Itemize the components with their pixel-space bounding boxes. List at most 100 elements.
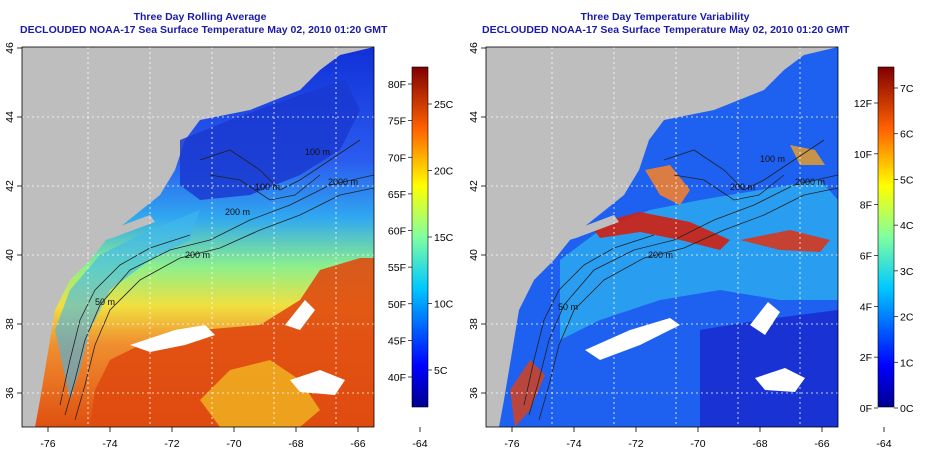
colorbar-f-label: 2F bbox=[860, 352, 872, 364]
y-tick-label: 46 bbox=[4, 42, 16, 54]
left-cloud-patch-2 bbox=[285, 300, 315, 330]
colorbar-c-label: 0C bbox=[900, 403, 914, 415]
colorbar-f-label: 80F bbox=[388, 79, 406, 91]
right-y-axis: 36 38 40 42 44 46 bbox=[468, 42, 486, 399]
colorbar-c-label: 5C bbox=[900, 174, 914, 186]
right-cloud-patch-2 bbox=[750, 302, 780, 335]
left-contour-label-100: 100 m bbox=[255, 182, 280, 192]
x-tick-label: -68 bbox=[752, 438, 767, 450]
right-title-line2: DECLOUDED NOAA-17 Sea Surface Temperatur… bbox=[482, 24, 850, 36]
right-hot-streak-3 bbox=[740, 230, 830, 252]
colorbar-f-label: 50F bbox=[388, 299, 406, 311]
left-cloud-patch bbox=[130, 325, 215, 352]
colorbar-c-label: 3C bbox=[900, 266, 914, 278]
colorbar-f-label: 70F bbox=[388, 152, 406, 164]
y-tick-label: 44 bbox=[468, 111, 480, 123]
y-tick-label: 40 bbox=[4, 249, 16, 261]
left-contour-label-50: 50 m bbox=[95, 297, 115, 307]
x-tick-label: -72 bbox=[628, 438, 643, 450]
left-graticule bbox=[22, 47, 374, 427]
colorbar-f-label: 65F bbox=[388, 189, 406, 201]
x-tick-label: -66 bbox=[350, 438, 365, 450]
y-tick-label: 40 bbox=[468, 249, 480, 261]
x-tick-label: -70 bbox=[690, 438, 705, 450]
left-contour-label-200a: 200 m bbox=[185, 250, 210, 260]
colorbar-f-label: 6F bbox=[860, 251, 872, 263]
colorbar-c-label: 15C bbox=[434, 232, 454, 244]
colorbar-f-label: 55F bbox=[388, 262, 406, 274]
left-gulf-of-maine bbox=[180, 80, 360, 200]
y-tick-label: 36 bbox=[4, 387, 16, 399]
left-warm-core bbox=[200, 360, 320, 427]
right-contour-label-200b: 200 m bbox=[730, 182, 755, 192]
colorbar-c-label: 2C bbox=[900, 312, 914, 324]
left-panel-title: Three Day Rolling Average DECLOUDED NOAA… bbox=[20, 11, 388, 37]
colorbar-c-label: 5C bbox=[434, 365, 448, 377]
x-tick-label: -72 bbox=[164, 438, 179, 450]
colorbar-f-label: 10F bbox=[854, 149, 872, 161]
colorbar-c-label: 25C bbox=[434, 99, 454, 111]
right-hot-streak-2 bbox=[645, 165, 690, 205]
right-colorbar-f-labels: 0F 2F 4F 6F 8F 10F 12F bbox=[854, 98, 878, 415]
right-hot-streak-4 bbox=[510, 360, 545, 427]
right-hot-streak-5 bbox=[790, 145, 825, 165]
x-tick-label: -76 bbox=[40, 438, 55, 450]
right-colorbar-c-labels: 0C 1C 2C 3C 4C 5C 6C 7C bbox=[894, 83, 914, 415]
y-tick-label: 42 bbox=[468, 180, 480, 192]
right-map bbox=[486, 47, 838, 427]
y-tick-label: 38 bbox=[4, 318, 16, 330]
left-contour-label-200b: 200 m bbox=[225, 207, 250, 217]
x-tick-label: -64 bbox=[876, 438, 891, 450]
colorbar-f-label: 0F bbox=[860, 403, 872, 415]
x-tick-label: -74 bbox=[566, 438, 581, 450]
right-map-frame bbox=[485, 46, 839, 428]
left-cloud-patch-3 bbox=[290, 370, 345, 395]
left-colorbar-c-labels: 5C 10C 15C 20C 25C bbox=[428, 99, 454, 377]
x-tick-label: -74 bbox=[102, 438, 117, 450]
colorbar-c-label: 6C bbox=[900, 129, 914, 141]
right-panel-title: Three Day Temperature Variability DECLOU… bbox=[482, 11, 850, 37]
colorbar-c-label: 7C bbox=[900, 83, 914, 95]
colorbar-c-label: 1C bbox=[900, 357, 914, 369]
right-contour-label-100: 100 m bbox=[760, 154, 785, 164]
right-long-island bbox=[524, 215, 619, 252]
left-contour-label-100b: 100 m bbox=[305, 147, 330, 157]
y-tick-label: 38 bbox=[468, 318, 480, 330]
left-colorbar-f-labels: 40F 45F 50F 55F 60F 65F 70F 75F 80F bbox=[388, 79, 412, 384]
right-colorbar bbox=[877, 66, 895, 408]
colorbar-f-label: 40F bbox=[388, 372, 406, 384]
x-tick-label: -76 bbox=[504, 438, 519, 450]
y-tick-label: 44 bbox=[4, 111, 16, 123]
left-map bbox=[22, 47, 374, 427]
left-title-line1: Three Day Rolling Average bbox=[133, 11, 267, 23]
colorbar-c-label: 10C bbox=[434, 299, 454, 311]
right-hot-streak-1 bbox=[590, 212, 730, 250]
left-y-axis: 36 38 40 42 44 46 bbox=[4, 42, 22, 399]
y-tick-label: 36 bbox=[468, 387, 480, 399]
left-colorbar bbox=[411, 66, 429, 408]
x-tick-label: -64 bbox=[412, 438, 427, 450]
left-title-line2: DECLOUDED NOAA-17 Sea Surface Temperatur… bbox=[20, 24, 388, 36]
left-contours bbox=[59, 139, 374, 421]
x-tick-label: -70 bbox=[226, 438, 241, 450]
right-cloud-patch bbox=[585, 318, 680, 360]
right-x-axis: -76 -74 -72 -70 -68 -66 -64 bbox=[504, 427, 892, 450]
right-contour-label-2000: 2000 m bbox=[795, 177, 825, 187]
colorbar-c-label: 20C bbox=[434, 166, 454, 178]
right-cloud-patch-3 bbox=[755, 368, 805, 392]
x-tick-label: -66 bbox=[814, 438, 829, 450]
right-variability-low bbox=[700, 310, 838, 427]
colorbar-f-label: 12F bbox=[854, 98, 872, 110]
left-x-axis: -76 -74 -72 -70 -68 -66 -64 bbox=[40, 427, 428, 450]
colorbar-f-label: 75F bbox=[388, 116, 406, 128]
right-graticule bbox=[486, 47, 838, 427]
colorbar-f-label: 45F bbox=[388, 335, 406, 347]
right-contour-label-200a: 200 m bbox=[648, 250, 673, 260]
colorbar-c-label: 4C bbox=[900, 220, 914, 232]
colorbar-f-label: 60F bbox=[388, 226, 406, 238]
left-shelf bbox=[55, 210, 200, 400]
y-tick-label: 46 bbox=[468, 42, 480, 54]
left-map-frame bbox=[21, 46, 375, 428]
right-title-line1: Three Day Temperature Variability bbox=[580, 11, 750, 23]
